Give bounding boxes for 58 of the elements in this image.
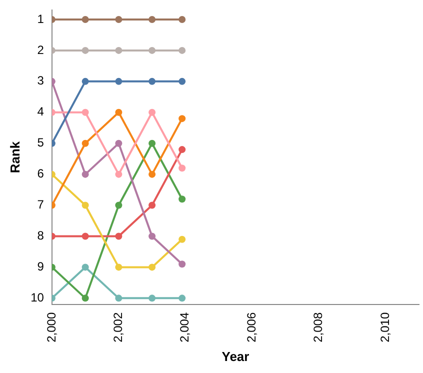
y-tick-label: 3 [37,74,44,88]
point [115,170,122,178]
y-tick-label: 1 [37,12,44,26]
point [115,16,122,23]
point [115,264,122,271]
point [178,78,186,85]
point [148,140,156,147]
point [115,232,122,240]
point [115,294,122,302]
point [178,16,186,23]
point [178,46,186,54]
point [148,264,156,271]
point [115,108,122,116]
point [82,202,89,209]
y-tick-label: 5 [37,136,44,150]
x-tick-label: 2,000 [44,312,58,342]
y-axis-title: Rank [7,140,22,174]
x-axis-title: Year [222,348,250,364]
point [115,78,122,85]
y-tick-label: 10 [30,290,44,304]
point [82,170,89,178]
point [148,232,156,240]
point [178,164,186,172]
point [148,202,156,209]
point [82,264,89,271]
point [178,236,186,243]
point [178,115,186,122]
point [115,46,122,54]
x-tick-label: 2,004 [178,312,192,342]
point [82,108,89,116]
point [148,108,156,116]
x-tick-label: 2,008 [311,312,326,342]
point [148,294,156,302]
point [82,78,89,85]
x-tick-label: 2,006 [244,312,258,342]
y-tick-label: 7 [37,198,44,212]
point [82,140,89,147]
point [82,16,89,23]
point [148,170,156,178]
point [82,232,89,240]
point [148,16,156,23]
point [178,294,186,302]
point [115,140,122,147]
y-tick-label: 9 [37,260,44,274]
point [115,202,122,209]
point [148,78,156,85]
point [178,260,186,268]
point [148,46,156,54]
point [178,196,186,203]
point [178,146,186,154]
x-tick-label: 2,002 [110,312,125,342]
y-tick-label: 2 [37,42,44,57]
y-tick-label: 8 [37,228,44,243]
x-tick-label: 2,010 [378,312,392,342]
point [82,294,89,302]
y-tick-label: 6 [37,166,44,181]
y-tick-label: 4 [37,104,44,119]
point [82,46,89,54]
